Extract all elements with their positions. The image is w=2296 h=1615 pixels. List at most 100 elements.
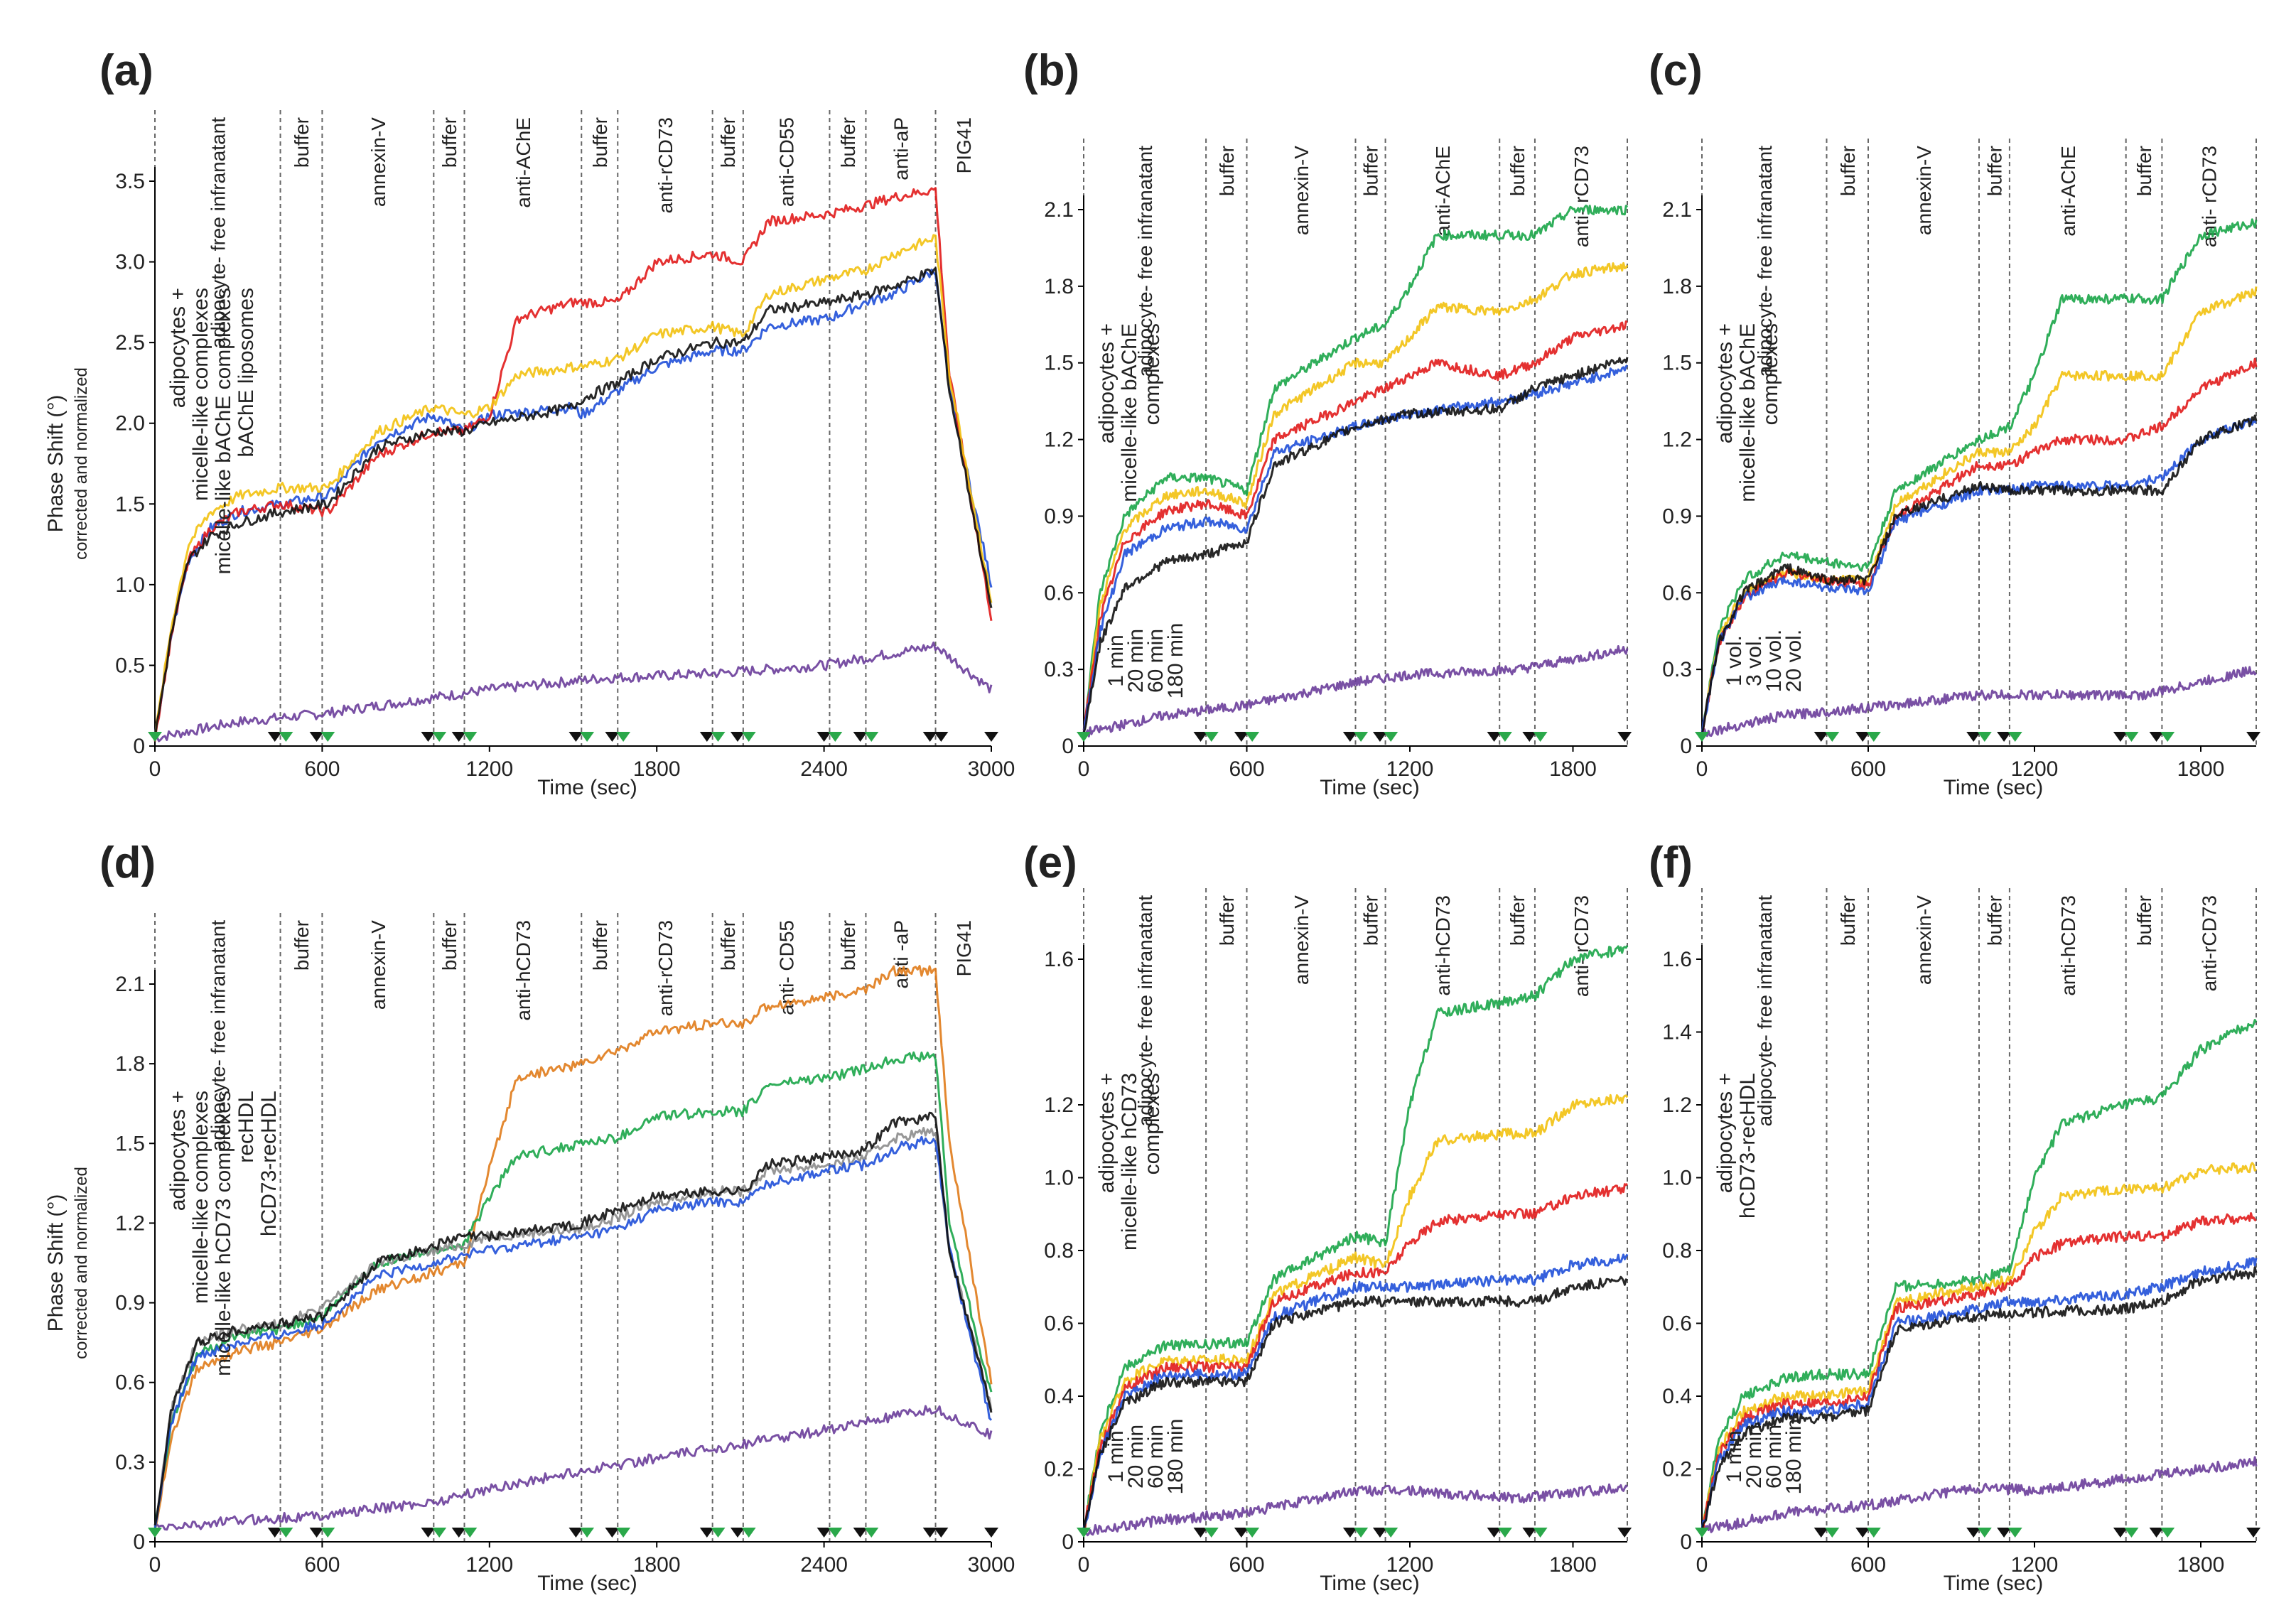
legend-entry: complexes	[1141, 1073, 1164, 1174]
y-tick-label: 0.6	[1662, 581, 1692, 605]
y-tick-label: 1.2	[115, 1211, 145, 1235]
x-tick-label: 1800	[1549, 757, 1597, 781]
injection-marker	[432, 1528, 447, 1538]
injection-marker	[421, 732, 436, 742]
series-line	[1083, 945, 1629, 1530]
series-line	[1082, 320, 1628, 736]
x-tick-label: 600	[1850, 1553, 1886, 1577]
injection-marker	[1825, 732, 1840, 742]
x-tick-label: 1200	[465, 757, 513, 781]
injection-marker	[1855, 732, 1870, 742]
y-tick-label: 0.5	[115, 654, 145, 677]
y-tick-label: 0	[133, 1530, 145, 1554]
injection-marker	[1997, 732, 2012, 742]
y-tick-label: 1.4	[1662, 1021, 1692, 1044]
y-tick-label: 1.5	[1044, 352, 1074, 375]
injection-marker	[1977, 732, 1992, 742]
injection-marker	[1204, 732, 1219, 742]
segment-label: PIG41	[953, 117, 975, 173]
segment-label: adipocyte- free infranatant	[1754, 895, 1776, 1127]
y-tick-label: 0.2	[1662, 1458, 1692, 1481]
x-tick-label: 600	[1850, 757, 1886, 781]
injection-marker	[853, 732, 868, 742]
x-tick-label: 1800	[2177, 1553, 2225, 1577]
y-tick-label: 0	[1680, 1530, 1692, 1554]
legend-entry: 1 min	[1104, 634, 1128, 686]
y-tick-label: 0	[1062, 1530, 1074, 1554]
series-line	[1701, 1456, 2258, 1533]
y-tick-label: 1.6	[1044, 948, 1074, 971]
legend-entry: 180 min	[1164, 1419, 1187, 1495]
injection-marker	[2113, 732, 2128, 742]
injection-marker	[1354, 732, 1369, 742]
injection-marker	[1372, 732, 1387, 742]
segment-label: buffer	[438, 117, 460, 168]
injection-marker	[309, 1528, 324, 1538]
y-tick-label: 1.2	[1662, 428, 1692, 452]
injection-marker	[451, 1528, 466, 1538]
legend-entry: 20 vol.	[1782, 630, 1806, 692]
injection-marker	[148, 732, 162, 742]
injection-marker	[148, 1528, 162, 1538]
x-tick-label: 1800	[2177, 757, 2225, 781]
legend-entry: 20 min	[1742, 1425, 1766, 1489]
series-line	[153, 1405, 993, 1531]
y-tick-label: 1.0	[1662, 1167, 1692, 1190]
segment-label: adipocyte- free infranatant	[207, 117, 229, 349]
series-line	[1082, 1253, 1629, 1528]
x-tick-label: 600	[304, 1553, 340, 1577]
y-tick-label: 0	[1680, 735, 1692, 758]
legend-entry: micelle-like hCD73	[1118, 1073, 1141, 1251]
legend-entry: complexes	[1141, 323, 1164, 425]
injection-marker	[1234, 732, 1249, 742]
injection-marker	[2124, 732, 2139, 742]
segment-label: buffer	[291, 920, 313, 971]
y-tick-label: 0.8	[1044, 1239, 1074, 1263]
x-tick-label: 600	[1229, 1553, 1264, 1577]
panel-label: (a)	[99, 46, 153, 95]
segment-label: annexin-V	[367, 117, 389, 207]
y-axis-title: Phase Shift (°)	[44, 1194, 68, 1332]
series-line	[153, 1051, 993, 1530]
x-tick-label: 1800	[633, 1553, 681, 1577]
segment-label: adipocyte- free infranatant	[207, 920, 229, 1152]
injection-marker	[1997, 1528, 2012, 1538]
series-line	[1701, 218, 2258, 732]
injection-marker	[616, 1528, 631, 1538]
series-line	[1082, 1093, 1629, 1536]
injection-marker	[934, 732, 949, 742]
x-tick-label: 2400	[800, 757, 848, 781]
segment-label: anti-rCD73	[654, 117, 677, 213]
y-tick-label: 0.6	[1044, 581, 1074, 605]
segment-label: buffer	[1983, 146, 2005, 196]
legend-entry: adipocytes +	[1095, 323, 1119, 443]
segment-label: buffer	[291, 117, 313, 168]
legend-entry: 1 min	[1104, 1430, 1128, 1482]
injection-marker	[1855, 1528, 1870, 1538]
injection-marker	[730, 732, 745, 742]
y-tick-label: 1.5	[1662, 352, 1692, 375]
injection-marker	[1522, 732, 1537, 742]
injection-marker	[1866, 732, 1881, 742]
injection-marker	[320, 732, 335, 742]
injection-marker	[816, 732, 831, 742]
y-tick-label: 1.0	[1044, 1167, 1074, 1190]
series-line	[1083, 1182, 1629, 1530]
legend-entry: micelle-like bAChE	[1736, 323, 1759, 502]
injection-marker	[2149, 1528, 2164, 1538]
series-line	[153, 1111, 993, 1526]
y-axis-subtitle: corrected and normalized	[72, 1167, 91, 1359]
x-tick-label: 1800	[1549, 1553, 1597, 1577]
segment-label: annexin-V	[1913, 146, 1935, 235]
series-line	[1082, 357, 1629, 733]
segment-label: anti-hCD73	[1432, 895, 1454, 996]
y-tick-label: 0.2	[1044, 1458, 1074, 1481]
injection-marker	[1533, 1528, 1548, 1538]
segment-label: anti-AChE	[1432, 146, 1454, 237]
segment-label: anti-rCD73	[654, 920, 677, 1016]
injection-marker	[1487, 1528, 1502, 1538]
y-tick-label: 1.2	[1044, 428, 1074, 452]
y-tick-label: 0.6	[115, 1371, 145, 1395]
segment-label: anti-hCD73	[2057, 895, 2079, 996]
panel-label: (d)	[99, 838, 156, 887]
